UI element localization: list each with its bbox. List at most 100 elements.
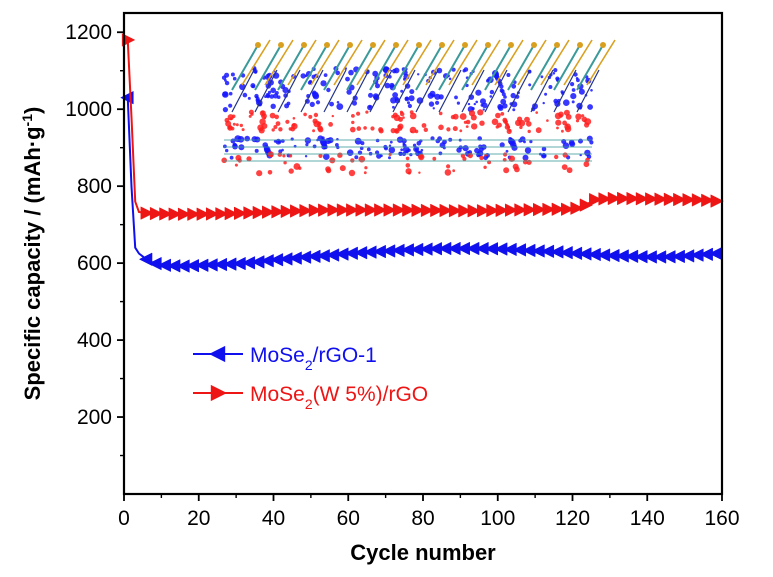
- data-point: [196, 207, 211, 221]
- inset-bonds: [224, 39, 616, 162]
- data-point: [383, 203, 397, 217]
- data-point: [663, 192, 678, 207]
- series-markers-0: [120, 90, 723, 273]
- data-point: [458, 204, 472, 218]
- data-point: [234, 206, 248, 221]
- x-tick-label: 40: [262, 507, 285, 530]
- x-tick-label: 60: [337, 507, 360, 530]
- data-point: [533, 202, 547, 217]
- data-point: [635, 192, 650, 206]
- legend-entry-mose2-w5-rgo: MoSe2(W 5%)/rGO: [193, 383, 428, 412]
- data-point: [140, 206, 154, 220]
- data-point: [318, 203, 332, 217]
- data-point: [290, 204, 304, 218]
- data-point: [364, 203, 379, 217]
- data-point: [682, 193, 696, 207]
- data-point: [205, 207, 220, 221]
- legend-label-a: MoSe: [250, 383, 305, 406]
- data-point: [138, 252, 153, 266]
- x-tick-label: 80: [411, 507, 434, 530]
- data-point: [561, 202, 575, 216]
- data-point: [673, 192, 687, 207]
- x-tick-label: 140: [630, 507, 665, 530]
- data-point: [243, 206, 257, 220]
- data-point: [467, 204, 482, 218]
- data-point: [327, 203, 341, 217]
- y-axis-label-tail: ): [20, 107, 45, 114]
- data-point: [701, 193, 715, 208]
- data-point: [448, 203, 463, 218]
- y-tick-label: 800: [77, 175, 112, 198]
- data-point: [271, 205, 285, 219]
- data-point: [159, 207, 173, 221]
- series-line-0: [126, 97, 723, 268]
- data-point: [542, 202, 556, 217]
- data-point: [579, 198, 594, 212]
- series-markers-1: [121, 33, 724, 221]
- data-point: [514, 203, 528, 217]
- data-point: [177, 207, 192, 221]
- data-point: [224, 206, 239, 221]
- data-point: [336, 203, 351, 217]
- ticks-layer: 0 20 40 60 80 100 120 140 160 200 400 600 800 1000 120…: [65, 21, 739, 530]
- data-point: [411, 203, 425, 217]
- data-point: [626, 191, 640, 206]
- data-point: [346, 203, 360, 217]
- legend: MoSe2/rGO-1 MoSe2(W 5%)/rGO: [193, 344, 428, 412]
- data-point: [495, 203, 510, 218]
- legend-label-sub: 2: [305, 396, 313, 412]
- legend-swatch-marker: [210, 384, 227, 402]
- data-point: [654, 192, 668, 206]
- data-point: [439, 203, 453, 218]
- data-point: [420, 203, 435, 218]
- legend-label-a: MoSe: [250, 344, 305, 367]
- data-point: [598, 192, 612, 206]
- data-point: [710, 194, 724, 208]
- data-point: [262, 205, 276, 219]
- y-tick-label: 200: [77, 406, 112, 429]
- data-point: [504, 203, 519, 217]
- data-point: [168, 207, 183, 221]
- crystal-structure-inset: [221, 39, 616, 177]
- data-point: [252, 205, 267, 220]
- legend-label-b: /rGO-1: [313, 344, 377, 367]
- x-axis-label: Cycle number: [350, 540, 496, 565]
- data-point: [402, 203, 416, 217]
- y-tick-label: 1000: [65, 98, 112, 121]
- data-point: [476, 204, 491, 218]
- y-axis-label-sup: -1: [19, 114, 35, 127]
- y-axis-label: Specific capacity / (mAh·g-1): [19, 107, 45, 401]
- data-point: [280, 204, 295, 219]
- legend-label-sub: 2: [305, 357, 313, 373]
- data-point: [486, 203, 500, 218]
- data-point: [430, 203, 444, 218]
- data-point: [121, 33, 136, 47]
- data-point: [149, 206, 164, 221]
- inset-atom-layer-2: [224, 109, 592, 134]
- inset-atom-layer-1: [222, 87, 593, 113]
- data-point: [589, 192, 603, 207]
- y-tick-label: 1200: [65, 21, 112, 44]
- legend-label-b: (W 5%)/rGO: [313, 383, 429, 406]
- y-tick-label: 400: [77, 329, 112, 352]
- data-point: [392, 203, 407, 217]
- data-point: [523, 203, 538, 217]
- series-layer: [120, 33, 724, 273]
- data-point: [355, 203, 369, 217]
- x-tick-label: 20: [187, 507, 210, 530]
- x-tick-label: 0: [118, 507, 130, 530]
- data-point: [551, 202, 566, 216]
- data-point: [691, 193, 706, 207]
- data-point: [308, 203, 323, 218]
- data-point: [299, 203, 313, 218]
- legend-swatch-marker: [209, 345, 226, 363]
- data-point: [607, 191, 622, 206]
- x-tick-label: 100: [480, 507, 515, 530]
- data-point: [570, 201, 584, 215]
- y-axis-label-main: Specific capacity / (mAh·g: [20, 126, 45, 400]
- y-tick-label: 600: [77, 252, 112, 275]
- data-point: [215, 207, 229, 221]
- x-tick-label: 120: [555, 507, 590, 530]
- legend-entry-mose2-rgo-1: MoSe2/rGO-1: [193, 344, 377, 373]
